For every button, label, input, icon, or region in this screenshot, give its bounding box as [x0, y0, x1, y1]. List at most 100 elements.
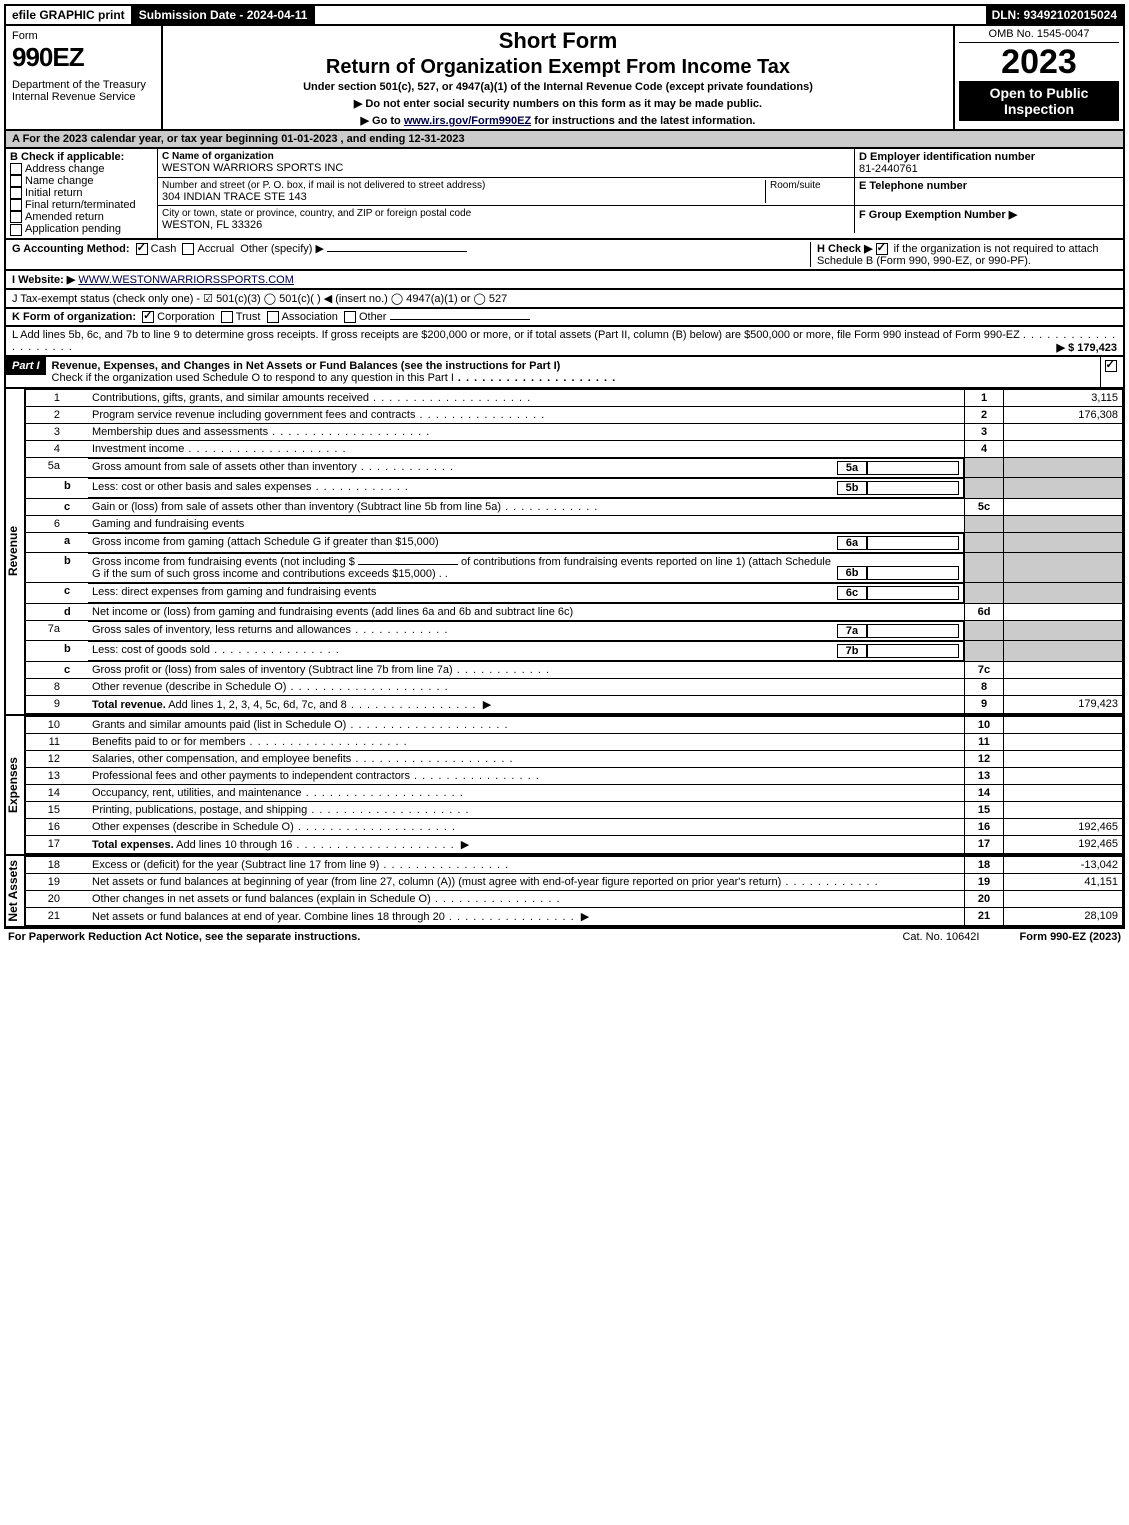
row-14: 14Occupancy, rent, utilities, and mainte…	[26, 784, 1123, 801]
line-g-h: G Accounting Method: Cash Accrual Other …	[4, 240, 1125, 271]
row-6: 6Gaming and fundraising events	[26, 515, 1123, 532]
row-7a: 7aGross sales of inventory, less returns…	[26, 620, 1123, 641]
label-accounting: G Accounting Method:	[12, 243, 130, 255]
row-6a: aGross income from gaming (attach Schedu…	[26, 532, 1123, 553]
chk-accrual[interactable]	[182, 243, 194, 255]
row-3: 3Membership dues and assessments3	[26, 423, 1123, 440]
chk-association[interactable]	[267, 311, 279, 323]
efile-label: efile GRAPHIC print	[6, 6, 133, 24]
form-number: 990EZ	[12, 42, 155, 73]
irs-link[interactable]: www.irs.gov/Form990EZ	[404, 115, 531, 127]
form-label: Form	[12, 30, 155, 42]
footer-right: Form 990-EZ (2023)	[1020, 931, 1122, 943]
row-2: 2Program service revenue including gover…	[26, 406, 1123, 423]
omb-number: OMB No. 1545-0047	[959, 28, 1119, 43]
row-7b: bLess: cost of goods sold7b	[26, 641, 1123, 662]
row-10: 10Grants and similar amounts paid (list …	[26, 716, 1123, 733]
row-6d: dNet income or (loss) from gaming and fu…	[26, 603, 1123, 620]
title-short-form: Short Form	[169, 28, 947, 54]
line-j: J Tax-exempt status (check only one) - ☑…	[4, 290, 1125, 309]
part-1-label: Part I	[6, 357, 46, 375]
chk-amended-return[interactable]: Amended return	[10, 211, 153, 223]
label-ein: D Employer identification number	[859, 151, 1119, 163]
row-4: 4Investment income4	[26, 440, 1123, 457]
dln: DLN: 93492102015024	[986, 6, 1123, 24]
open-to-public: Open to Public Inspection	[959, 81, 1119, 121]
instr-1: ▶ Do not enter social security numbers o…	[169, 97, 947, 110]
ein-value: 81-2440761	[859, 163, 1119, 175]
submission-date: Submission Date - 2024-04-11	[133, 6, 316, 24]
row-11: 11Benefits paid to or for members11	[26, 733, 1123, 750]
revenue-section: Revenue 1Contributions, gifts, grants, a…	[4, 389, 1125, 716]
row-20: 20Other changes in net assets or fund ba…	[26, 890, 1123, 907]
box-c-wrap: C Name of organization WESTON WARRIORS S…	[158, 149, 1123, 238]
row-5c: cGain or (loss) from sale of assets othe…	[26, 498, 1123, 515]
label-group-exemption: F Group Exemption Number ▶	[859, 208, 1119, 221]
label-street: Number and street (or P. O. box, if mail…	[162, 180, 765, 191]
row-5b: bLess: cost or other basis and sales exp…	[26, 478, 1123, 499]
block-b-to-f: B Check if applicable: Address change Na…	[4, 149, 1125, 240]
line-l: L Add lines 5b, 6c, and 7b to line 9 to …	[4, 327, 1125, 357]
subtitle: Under section 501(c), 527, or 4947(a)(1)…	[169, 81, 947, 93]
instr-2: ▶ Go to www.irs.gov/Form990EZ for instru…	[169, 114, 947, 127]
row-5a: 5aGross amount from sale of assets other…	[26, 457, 1123, 478]
tax-year: 2023	[959, 45, 1119, 79]
header-left: Form 990EZ Department of the Treasury In…	[6, 26, 163, 129]
box-b: B Check if applicable: Address change Na…	[6, 149, 158, 238]
net-assets-section: Net Assets 18Excess or (deficit) for the…	[4, 856, 1125, 928]
line-i: I Website: ▶ WWW.WESTONWARRIORSSPORTS.CO…	[4, 271, 1125, 290]
line-k: K Form of organization: Corporation Trus…	[4, 309, 1125, 327]
row-19: 19Net assets or fund balances at beginni…	[26, 873, 1123, 890]
expenses-section: Expenses 10Grants and similar amounts pa…	[4, 716, 1125, 856]
website-link[interactable]: WWW.WESTONWARRIORSSPORTS.COM	[78, 274, 294, 286]
city-value: WESTON, FL 33326	[162, 219, 850, 231]
revenue-label: Revenue	[6, 526, 24, 576]
net-assets-label: Net Assets	[6, 860, 24, 922]
row-9: 9Total revenue. Add lines 1, 2, 3, 4, 5c…	[26, 695, 1123, 713]
label-room: Room/suite	[770, 180, 850, 191]
row-16: 16Other expenses (describe in Schedule O…	[26, 818, 1123, 835]
org-name: WESTON WARRIORS SPORTS INC	[162, 162, 850, 174]
box-b-title: B Check if applicable:	[10, 151, 153, 163]
gross-receipts: ▶ $ 179,423	[1057, 341, 1117, 354]
part-1-header: Part I Revenue, Expenses, and Changes in…	[4, 357, 1125, 389]
chk-address-change[interactable]: Address change	[10, 163, 153, 175]
title-return: Return of Organization Exempt From Incom…	[169, 56, 947, 79]
row-15: 15Printing, publications, postage, and s…	[26, 801, 1123, 818]
label-city: City or town, state or province, country…	[162, 208, 850, 219]
footer-left: For Paperwork Reduction Act Notice, see …	[8, 931, 360, 943]
row-8: 8Other revenue (describe in Schedule O)8	[26, 678, 1123, 695]
header-right: OMB No. 1545-0047 2023 Open to Public In…	[955, 26, 1123, 129]
form-header: Form 990EZ Department of the Treasury In…	[4, 26, 1125, 131]
chk-cash[interactable]	[136, 243, 148, 255]
chk-other-org[interactable]	[344, 311, 356, 323]
chk-schedule-b[interactable]	[876, 243, 888, 255]
dept-line-1: Department of the Treasury	[12, 79, 155, 91]
line-a: A For the 2023 calendar year, or tax yea…	[4, 131, 1125, 149]
top-bar: efile GRAPHIC print Submission Date - 20…	[4, 4, 1125, 26]
row-12: 12Salaries, other compensation, and empl…	[26, 750, 1123, 767]
label-phone: E Telephone number	[859, 180, 1119, 192]
row-18: 18Excess or (deficit) for the year (Subt…	[26, 856, 1123, 873]
footer-center: Cat. No. 10642I	[902, 931, 979, 943]
dept-line-2: Internal Revenue Service	[12, 91, 155, 103]
chk-corporation[interactable]	[142, 311, 154, 323]
row-21: 21Net assets or fund balances at end of …	[26, 907, 1123, 925]
chk-application-pending[interactable]: Application pending	[10, 223, 153, 235]
chk-name-change[interactable]: Name change	[10, 175, 153, 187]
expenses-label: Expenses	[6, 757, 24, 813]
row-6b: bGross income from fundraising events (n…	[26, 553, 1123, 583]
row-17: 17Total expenses. Add lines 10 through 1…	[26, 835, 1123, 853]
row-7c: cGross profit or (loss) from sales of in…	[26, 661, 1123, 678]
chk-initial-return[interactable]: Initial return	[10, 187, 153, 199]
header-center: Short Form Return of Organization Exempt…	[163, 26, 955, 129]
chk-trust[interactable]	[221, 311, 233, 323]
row-13: 13Professional fees and other payments t…	[26, 767, 1123, 784]
box-h: H Check ▶ if the organization is not req…	[810, 242, 1117, 267]
chk-final-return[interactable]: Final return/terminated	[10, 199, 153, 211]
chk-part1-schedule-o[interactable]	[1105, 360, 1117, 372]
label-org-name: C Name of organization	[162, 151, 850, 162]
row-1: 1Contributions, gifts, grants, and simil…	[26, 389, 1123, 406]
page-footer: For Paperwork Reduction Act Notice, see …	[4, 928, 1125, 945]
row-6c: cLess: direct expenses from gaming and f…	[26, 583, 1123, 604]
